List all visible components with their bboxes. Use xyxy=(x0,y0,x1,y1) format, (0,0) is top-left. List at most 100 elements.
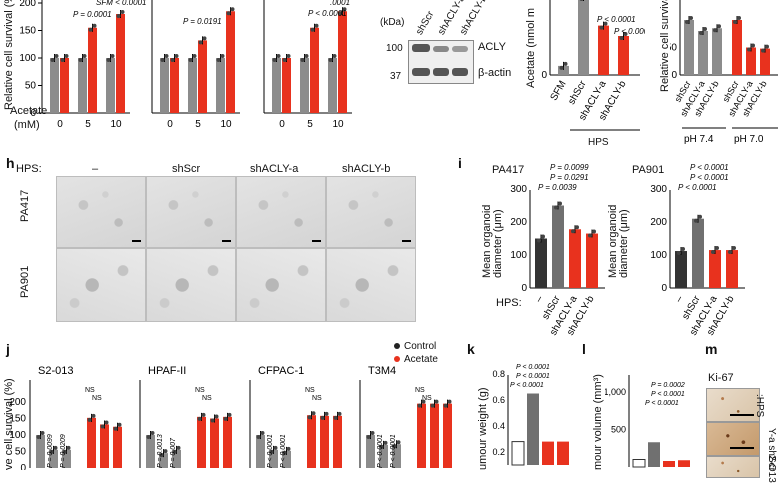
j-bar xyxy=(62,449,71,468)
j-bar-point xyxy=(392,444,397,449)
l-bar xyxy=(648,442,660,467)
j-bar xyxy=(49,449,58,468)
j-ytick: 50 xyxy=(15,447,27,458)
acetate-cat-label: SFM xyxy=(549,79,569,103)
top-dose-label: 5 xyxy=(195,119,201,130)
top-dose-label: 5 xyxy=(307,119,313,130)
organoid-bar-point xyxy=(728,250,732,255)
top-ytick-label: 150 xyxy=(19,26,36,37)
k-pval: P < 0.0001 xyxy=(510,382,544,389)
organoid-bar-point xyxy=(592,229,596,234)
j-legend-control: Control xyxy=(404,341,437,352)
k-pval: P < 0.0001 xyxy=(516,364,550,371)
top-ytick-label: 0 xyxy=(30,108,36,119)
h-col-1: – xyxy=(92,163,99,175)
top-bar-control-point xyxy=(328,58,333,62)
top-bar-acetate xyxy=(338,11,347,113)
j-bar-point xyxy=(91,413,96,418)
organoid-bar xyxy=(692,218,704,288)
top-bar-control-point xyxy=(272,58,277,62)
organoid-bar-point xyxy=(681,247,685,252)
top-bar-control-point xyxy=(300,58,305,62)
i-ytick: 100 xyxy=(510,250,527,261)
j-bar-point xyxy=(210,418,215,423)
ph-group-label: pH 7.0 xyxy=(734,134,764,145)
micrograph-pa901-shacly-a xyxy=(236,248,326,322)
top-ytick-label: 50 xyxy=(25,81,37,92)
micrograph-pa901-shacly-b xyxy=(326,248,416,322)
j-bar-point xyxy=(260,431,265,435)
i-ylabel-2: Mean organoid diameter (μm) xyxy=(607,204,630,278)
ph-bar-point xyxy=(751,43,755,48)
top-bar-acetate xyxy=(60,58,69,113)
acetate-bar-point xyxy=(599,25,604,30)
acetate-bar-point xyxy=(603,21,608,26)
h-col-3: shACLY-a xyxy=(250,163,299,175)
micrograph-pa901-control xyxy=(56,248,146,322)
top-bar-control-point xyxy=(220,54,225,58)
top-dose-label: 10 xyxy=(110,119,122,130)
j-bar-point xyxy=(396,440,401,445)
top-bar-acetate xyxy=(88,27,97,113)
j-bar-point xyxy=(370,431,375,435)
j-pval: P < 0.0001 xyxy=(280,434,287,468)
top-bar-control-point xyxy=(160,58,165,62)
j-pval: P = 0.0209 xyxy=(60,434,67,468)
blot-band-acly-3 xyxy=(452,46,468,52)
top-bar-acetate-point xyxy=(310,27,315,32)
ph-bar-point xyxy=(713,28,717,33)
l-pval: P < 0.0001 xyxy=(651,391,685,398)
blot-mw-100: 100 xyxy=(386,43,403,54)
acetate-pval: P < 0.0001 xyxy=(597,15,636,24)
blot-band-actin-2 xyxy=(433,68,449,76)
organoid-bar xyxy=(726,250,738,288)
j-bar-point xyxy=(53,445,58,450)
j-bar-point xyxy=(100,424,105,429)
j-ns: NS xyxy=(305,387,315,394)
top-bar-control xyxy=(328,58,337,113)
ph-bar-point xyxy=(747,47,751,52)
ki67-image-3 xyxy=(706,456,760,478)
panel-letter-i: i xyxy=(458,155,462,171)
j-ns: NS xyxy=(312,395,322,402)
j-bar-point xyxy=(256,435,261,439)
j-bar-point xyxy=(172,449,177,454)
top-bar-acetate xyxy=(282,58,291,113)
top-bar-control xyxy=(188,58,197,113)
j-bar-point xyxy=(36,435,41,439)
j-bar-point xyxy=(176,445,181,450)
j-bar-point xyxy=(434,399,439,404)
top-bar-control-point xyxy=(332,54,337,58)
k-ytick: 0.4 xyxy=(492,421,505,431)
j-bar xyxy=(172,449,181,468)
top-bar-acetate-point xyxy=(338,11,343,16)
ph-bar-point xyxy=(765,44,769,49)
j-ytick: 150 xyxy=(9,414,26,425)
j-bar-point xyxy=(282,450,287,455)
h-row-1: PA417 xyxy=(19,189,31,222)
h-hps-label: HPS: xyxy=(16,163,42,175)
top-bar-acetate-point xyxy=(230,7,235,12)
panel-letter-k: k xyxy=(467,341,475,357)
top-bar-acetate xyxy=(226,11,235,113)
panel-letter-j: j xyxy=(6,341,10,357)
acetate-bar xyxy=(578,0,589,75)
j-bar xyxy=(113,426,122,468)
i-ytick: 300 xyxy=(650,184,667,195)
top-dose-label: 5 xyxy=(85,119,91,130)
organoid-bar xyxy=(709,250,721,288)
top-dose-label: 0 xyxy=(57,119,63,130)
top-bar-acetate-point xyxy=(342,7,347,12)
acetate-ytick: 0 xyxy=(541,70,547,81)
organoid-bar xyxy=(569,229,581,288)
j-pval: P = 0.0099 xyxy=(47,434,54,468)
j-bar-point xyxy=(214,414,219,419)
i-pval: P < 0.0001 xyxy=(678,183,717,192)
j-bar xyxy=(366,435,375,468)
top-bar-acetate xyxy=(198,40,207,113)
blot-band-acly-2 xyxy=(433,46,449,52)
ph-bar-point xyxy=(689,16,693,20)
